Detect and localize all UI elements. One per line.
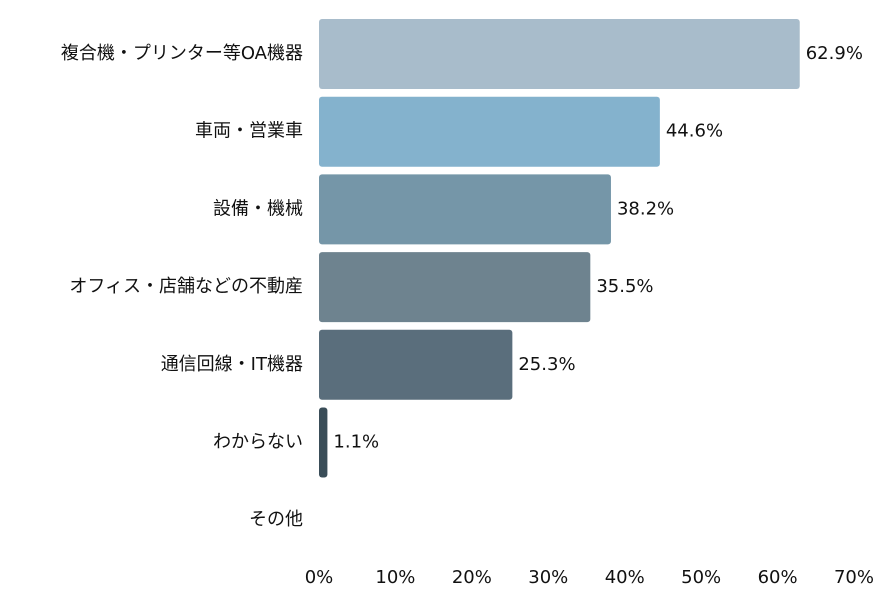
x-tick-label: 20% [452,567,492,588]
category-label: その他 [249,509,303,530]
data-label: 38.2% [617,198,674,219]
x-tick-label: 50% [681,567,721,588]
category-label: わからない [213,432,303,453]
data-label: 1.1% [333,432,379,453]
x-tick-label: 70% [834,567,874,588]
x-tick-label: 60% [758,567,798,588]
category-label: 通信回線・IT機器 [161,354,303,375]
data-label: 44.6% [666,121,723,142]
category-label: 設備・機械 [213,198,303,219]
category-label: オフィス・店舗などの不動産 [69,276,303,297]
bar [319,407,328,478]
x-tick-label: 40% [605,567,645,588]
data-label: 35.5% [596,276,653,297]
x-tick-label: 30% [528,567,568,588]
data-label: 25.3% [518,354,575,375]
bar [319,329,513,400]
category-label: 車両・営業車 [195,121,303,142]
bar [319,174,611,245]
bar [319,96,660,167]
category-label: 複合機・プリンター等OA機器 [61,43,303,64]
x-tick-label: 0% [305,567,334,588]
x-tick-label: 10% [375,567,415,588]
bar [319,19,800,89]
bar [319,252,591,323]
data-label: 62.9% [806,43,863,64]
